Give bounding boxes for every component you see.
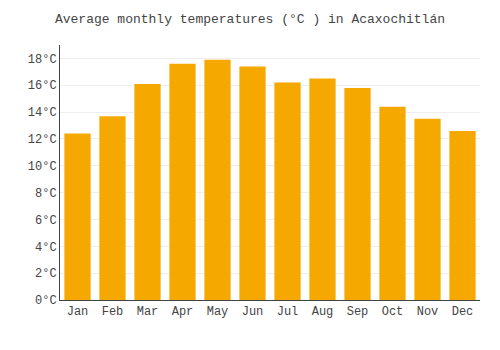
svg-text:May: May bbox=[207, 305, 229, 319]
svg-text:18°C: 18°C bbox=[28, 53, 57, 67]
svg-text:Aug: Aug bbox=[312, 305, 334, 319]
svg-text:2°C: 2°C bbox=[35, 267, 57, 281]
svg-text:8°C: 8°C bbox=[35, 187, 57, 201]
svg-text:Oct: Oct bbox=[382, 305, 404, 319]
svg-text:4°C: 4°C bbox=[35, 241, 57, 255]
svg-text:12°C: 12°C bbox=[28, 133, 57, 147]
svg-text:Jun: Jun bbox=[242, 305, 264, 319]
svg-text:Average monthly temperatures (: Average monthly temperatures (°C ) in Ac… bbox=[55, 12, 445, 27]
svg-text:Jan: Jan bbox=[67, 305, 89, 319]
svg-text:Apr: Apr bbox=[172, 305, 194, 319]
svg-text:14°C: 14°C bbox=[28, 106, 57, 120]
svg-text:Jul: Jul bbox=[277, 305, 299, 319]
svg-text:Feb: Feb bbox=[102, 305, 124, 319]
svg-text:Nov: Nov bbox=[417, 305, 439, 319]
svg-text:10°C: 10°C bbox=[28, 160, 57, 174]
svg-text:Mar: Mar bbox=[137, 305, 159, 319]
svg-text:16°C: 16°C bbox=[28, 79, 57, 93]
svg-text:Dec: Dec bbox=[452, 305, 474, 319]
svg-text:6°C: 6°C bbox=[35, 214, 57, 228]
svg-text:0°C: 0°C bbox=[35, 294, 57, 308]
svg-text:Sep: Sep bbox=[347, 305, 369, 319]
